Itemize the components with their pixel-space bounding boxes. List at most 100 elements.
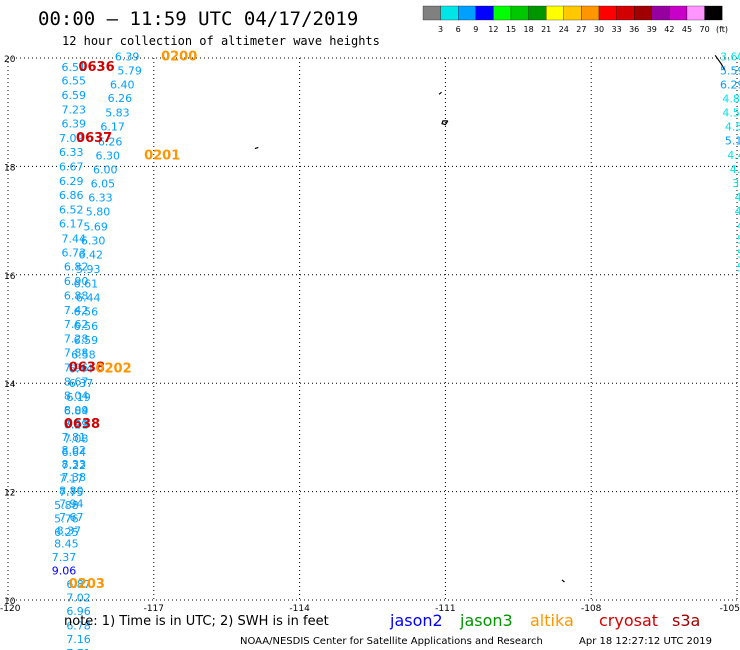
swh-label: 6.30 — [95, 149, 120, 162]
swh-label: 7.99 — [64, 418, 89, 431]
swh-label: 5.93 — [76, 263, 101, 276]
x-tick-label: -111 — [435, 604, 455, 614]
swh-label: 7.38 — [61, 471, 86, 484]
swh-label: 6.59 — [61, 89, 86, 102]
y-tick-label: 14 — [4, 380, 16, 390]
swh-label: 5 — [737, 233, 740, 246]
swh-label: 6.21 — [64, 419, 89, 432]
swh-label: 7.94 — [59, 497, 84, 510]
swh-label: 7.23 — [61, 103, 86, 116]
swh-label: 6.30 — [81, 234, 106, 247]
satellite-name: cryosat — [599, 611, 658, 630]
swh-label: 8.02 — [61, 444, 86, 457]
legend-swatch — [546, 5, 564, 21]
satellite-legend: jason2 jason3 altika cryosat s3a — [389, 611, 700, 630]
plot-area: 6.516.556.597.236.397.096.336.676.296.86… — [0, 50, 740, 650]
swh-label: 7.17 — [59, 472, 84, 485]
swh-label: 7.02 — [66, 592, 91, 605]
legend-label: 27 — [576, 25, 586, 34]
legend-label: 12 — [488, 25, 498, 34]
swh-label: 6.55 — [61, 75, 86, 88]
swh-label: 6.33 — [88, 192, 113, 205]
swh-label: 7.08 — [64, 432, 89, 445]
swh-label: 6.33 — [59, 146, 84, 159]
swh-label: 6.17 — [59, 218, 84, 231]
swh-label: 6.56 — [74, 305, 99, 318]
swh-label: 4.41 — [727, 149, 740, 162]
swh-label: 6.78 — [66, 619, 91, 632]
swh-label: 8.04 — [64, 389, 89, 402]
swh-label: 3.60 — [720, 51, 740, 64]
legend-label: 42 — [664, 25, 674, 34]
swh-label: 4.9 — [735, 205, 740, 218]
swh-label: 5.14 — [725, 135, 740, 148]
pass-time-label: 0201 — [144, 148, 180, 163]
legend-swatch — [704, 5, 723, 21]
legend-swatch — [493, 5, 512, 21]
swh-label: 6.90 — [64, 275, 89, 288]
coastline — [561, 579, 565, 583]
swh-label: 6.61 — [74, 277, 99, 290]
x-tick-label: -117 — [144, 604, 164, 614]
chart-subtitle: 12 hour collection of altimeter wave hei… — [62, 34, 380, 48]
swh-values: 6.516.556.597.236.397.096.336.676.296.86… — [52, 51, 740, 650]
swh-label: 6.82 — [64, 260, 89, 273]
coastline — [714, 54, 726, 71]
pass-time-label: 0203 — [69, 577, 105, 592]
swh-label: 7.16 — [66, 633, 91, 646]
legend-label: 70 — [700, 25, 710, 34]
swh-label: 7.75 — [59, 486, 84, 499]
pass-time-label: 0638 — [69, 360, 105, 375]
coastline — [441, 120, 449, 126]
swh-label: 6.59 — [74, 334, 99, 347]
legend-label: 45 — [682, 25, 692, 34]
swh-label: 5.88 — [54, 499, 79, 512]
swh-label: 6.26 — [108, 92, 133, 105]
x-tick-label: -120 — [0, 604, 21, 614]
legend-label: 36 — [629, 25, 639, 34]
legend-label: 33 — [612, 25, 622, 34]
swh-label: 5.76 — [54, 512, 79, 525]
swh-label: 7.37 — [52, 551, 77, 564]
legend-label: 6 — [456, 25, 461, 34]
swh-label: 9.06 — [52, 565, 77, 578]
swh-label: 6.58 — [71, 348, 96, 361]
pass-time-label: 0637 — [76, 131, 112, 146]
swh-label: 5 — [737, 247, 740, 260]
pass-time-label: 0200 — [161, 50, 197, 65]
y-tick-label: 12 — [4, 489, 15, 499]
swh-label: 5 — [737, 262, 740, 275]
swh-label: 6.64 — [61, 446, 86, 459]
swh-label: 6.25 — [54, 526, 79, 539]
swh-label: 7.42 — [64, 304, 89, 317]
y-tick-label: 10 — [4, 597, 16, 607]
swh-label: 8.33 — [61, 458, 86, 471]
swh-label: 5.69 — [83, 220, 108, 233]
swh-label: 7.28 — [64, 333, 89, 346]
legend-label: 21 — [541, 25, 551, 34]
legend-swatch — [440, 5, 459, 21]
pass-time-label: 0202 — [95, 361, 131, 376]
swh-label: 6.44 — [69, 362, 94, 375]
swh-label: 6.86 — [59, 189, 84, 202]
swh-label: 6.40 — [110, 78, 135, 91]
satellite-name: jason3 — [459, 611, 513, 630]
legend-swatch — [581, 5, 600, 21]
swh-label: 6.51 — [61, 61, 86, 74]
satellite-name: altika — [530, 611, 574, 630]
legend-swatch — [669, 5, 688, 21]
legend-label: 18 — [524, 25, 534, 34]
swh-label: 8.45 — [54, 537, 79, 550]
legend-swatch — [528, 5, 547, 21]
swh-label: 4.48 — [730, 163, 740, 176]
swh-label: 8.80 — [59, 484, 84, 497]
swh-label: 6.17 — [100, 121, 125, 134]
swh-label: 7.22 — [61, 459, 86, 472]
y-tick-label: 20 — [4, 55, 16, 65]
swh-label: 6.39 — [115, 51, 140, 64]
y-tick-label: 18 — [4, 163, 16, 173]
pass-time-label: 0636 — [78, 60, 114, 75]
swh-label: 4.53 — [725, 121, 740, 134]
satellite-name: jason2 — [389, 611, 443, 630]
